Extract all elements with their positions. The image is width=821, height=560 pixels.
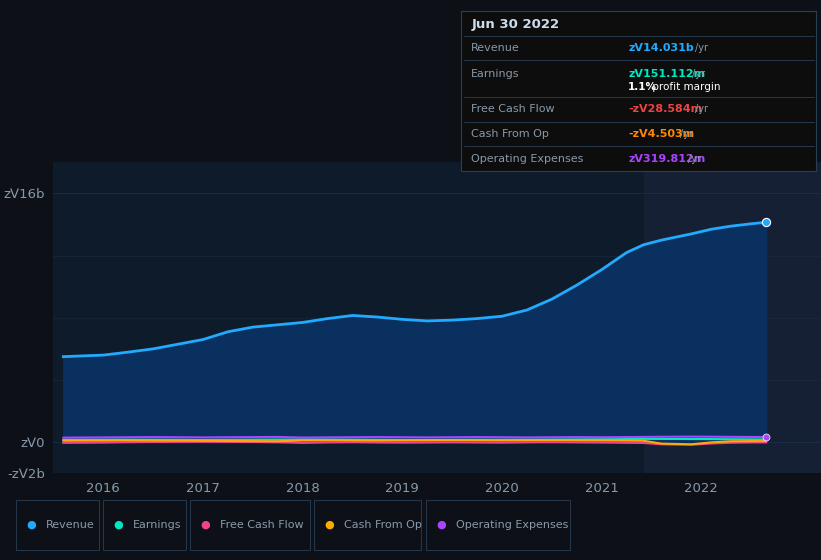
Text: ●: ● <box>324 520 334 530</box>
Text: Earnings: Earnings <box>133 520 181 530</box>
Text: Free Cash Flow: Free Cash Flow <box>471 104 555 114</box>
Text: Free Cash Flow: Free Cash Flow <box>220 520 304 530</box>
Text: /yr: /yr <box>695 43 709 53</box>
Text: /yr: /yr <box>695 104 709 114</box>
Text: zᐯ319.812m: zᐯ319.812m <box>628 153 705 164</box>
Text: ●: ● <box>200 520 210 530</box>
Text: ●: ● <box>113 520 123 530</box>
Text: zᐯ14.031b: zᐯ14.031b <box>628 43 694 53</box>
Text: ●: ● <box>436 520 446 530</box>
Text: Operating Expenses: Operating Expenses <box>471 153 584 164</box>
Text: Cash From Op: Cash From Op <box>344 520 422 530</box>
Text: -zᐯ4.503m: -zᐯ4.503m <box>628 129 695 139</box>
Text: Operating Expenses: Operating Expenses <box>456 520 568 530</box>
Text: /yr: /yr <box>680 129 693 139</box>
Text: zᐯ151.112m: zᐯ151.112m <box>628 69 705 79</box>
Point <box>759 432 773 441</box>
Text: Jun 30 2022: Jun 30 2022 <box>471 18 559 31</box>
Text: /yr: /yr <box>688 153 701 164</box>
Text: Earnings: Earnings <box>471 69 520 79</box>
Text: Revenue: Revenue <box>46 520 94 530</box>
Text: profit margin: profit margin <box>649 82 721 92</box>
Text: Revenue: Revenue <box>471 43 520 53</box>
Text: /yr: /yr <box>692 69 705 79</box>
Text: 1.1%: 1.1% <box>628 82 657 92</box>
Bar <box>644 162 821 473</box>
Text: -zᐯ28.584m: -zᐯ28.584m <box>628 104 702 114</box>
Text: ●: ● <box>26 520 36 530</box>
Text: Cash From Op: Cash From Op <box>471 129 549 139</box>
Point <box>759 218 773 227</box>
